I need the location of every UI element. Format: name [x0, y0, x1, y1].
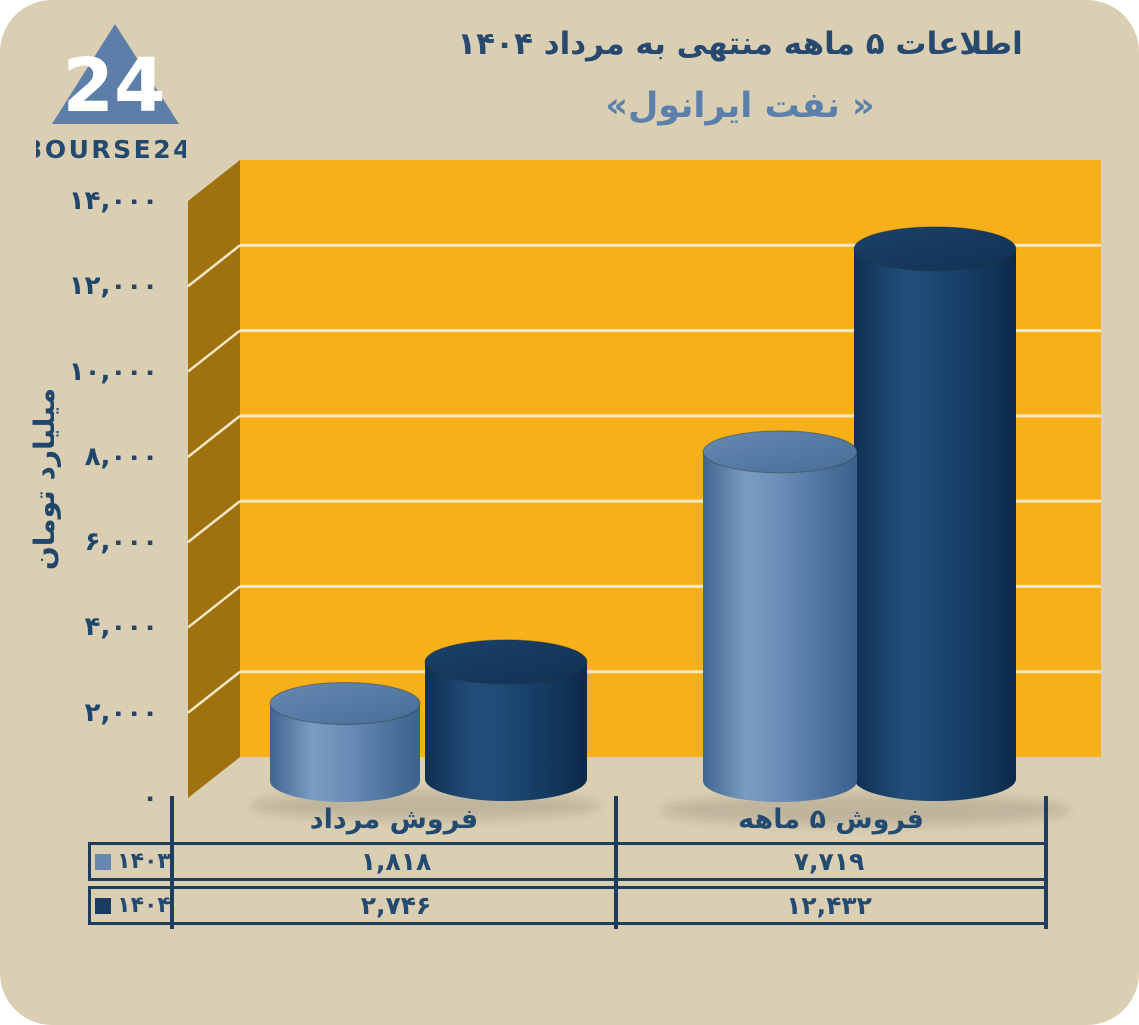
category-label-mordad-sales: فروش مرداد	[309, 804, 479, 835]
legend-swatch-1403-icon	[95, 853, 112, 870]
cylinder-۱۴۰۳-cat1-top	[702, 430, 858, 474]
y-tick-label: ۴,۰۰۰	[84, 612, 158, 643]
cylinder-۱۴۰۳-cat0-top	[269, 681, 421, 725]
cylinder-۱۴۰۴-cat0-body	[425, 661, 587, 801]
legend-year-1403: ۱۴۰۳	[117, 849, 171, 874]
legend-year-1404: ۱۴۰۴	[117, 893, 171, 918]
value-1404-mordad: ۲,۷۴۶	[360, 891, 432, 920]
table-row-1404: ۱۴۰۴ ۲,۷۴۶ ۱۲,۴۳۲	[88, 886, 1047, 925]
plot-side-wall	[188, 160, 240, 798]
wall-grid-line	[187, 244, 241, 288]
logo-triangle-icon	[52, 24, 179, 124]
y-tick-label: ۶,۰۰۰	[84, 527, 158, 558]
cylinder-۱۴۰۴-cat1-body	[854, 248, 1016, 801]
y-tick-label: ۰	[142, 783, 158, 813]
value-1403-5month: ۷,۷۱۹	[793, 847, 865, 876]
logo-graphic: 24 3OURSE24	[25, 24, 191, 164]
logo-mark: 24	[63, 43, 166, 129]
table-divider-right	[1044, 796, 1048, 929]
logo-brand-text: 3OURSE24	[36, 135, 186, 164]
table-divider-left	[170, 796, 174, 929]
bourse24-logo: 24 3OURSE24	[25, 10, 191, 175]
cylinder-۱۴۰۴-cat1-top	[853, 226, 1017, 272]
wall-grid-line	[187, 585, 241, 629]
wall-grid-line	[187, 670, 241, 714]
legend-item-1404: ۱۴۰۴	[93, 889, 173, 922]
y-tick-label: ۱۲,۰۰۰	[68, 271, 158, 302]
y-tick-label: ۸,۰۰۰	[84, 441, 158, 472]
y-tick-label: ۱۴,۰۰۰	[68, 186, 158, 216]
wall-grid-line	[187, 329, 241, 373]
legend-swatch-1404-icon	[95, 897, 112, 914]
y-axis-title: میلیارد تومان	[28, 387, 61, 571]
cylinder-۱۴۰۳-cat0-body	[270, 703, 420, 802]
table-row-1403: ۱۴۰۳ ۱,۸۱۸ ۷,۷۱۹	[88, 842, 1047, 881]
bar-shadow	[660, 794, 1070, 826]
value-1404-5month: ۱۲,۴۳۲	[786, 891, 872, 920]
cylinder-۱۴۰۳-cat1-body	[703, 451, 857, 802]
y-tick-label: ۲,۰۰۰	[84, 697, 158, 728]
wall-grid-line	[187, 500, 241, 544]
table-divider-middle	[614, 796, 618, 929]
legend-item-1403: ۱۴۰۳	[93, 845, 173, 878]
wall-grid-line	[187, 414, 241, 458]
value-1403-mordad: ۱,۸۱۸	[360, 847, 432, 876]
cylinder-۱۴۰۴-cat0-top	[424, 639, 588, 685]
category-label-5month-sales: فروش ۵ ماهه	[738, 804, 924, 835]
chart-title: اطلاعات ۵ ماهه منتهی به مرداد ۱۴۰۴	[457, 26, 1023, 62]
chart-subtitle: « نفت ایرانول»	[605, 86, 875, 126]
y-tick-label: ۱۰,۰۰۰	[68, 356, 158, 387]
